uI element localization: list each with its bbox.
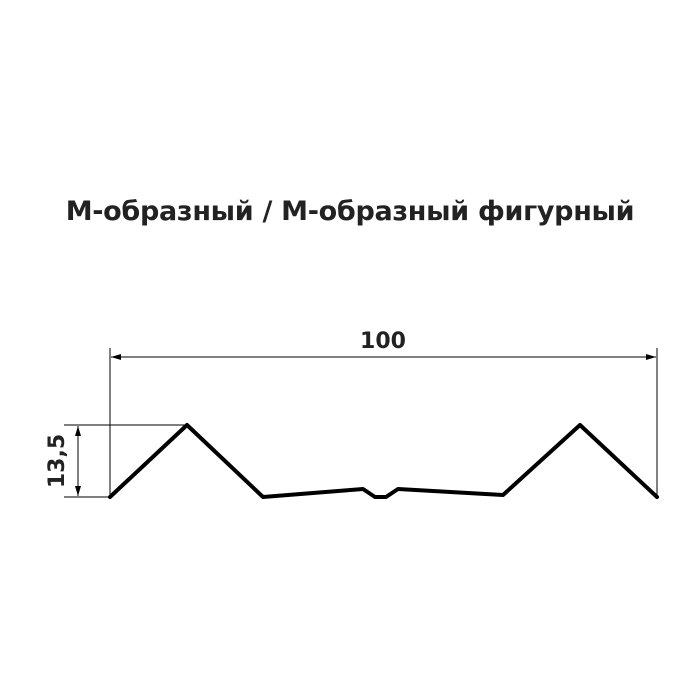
m-profile-outline (108, 423, 659, 499)
width-label: 100 (360, 329, 406, 354)
height-label: 13,5 (45, 434, 70, 488)
diagram-title: М-образный / М-образный фигурный (65, 196, 635, 227)
